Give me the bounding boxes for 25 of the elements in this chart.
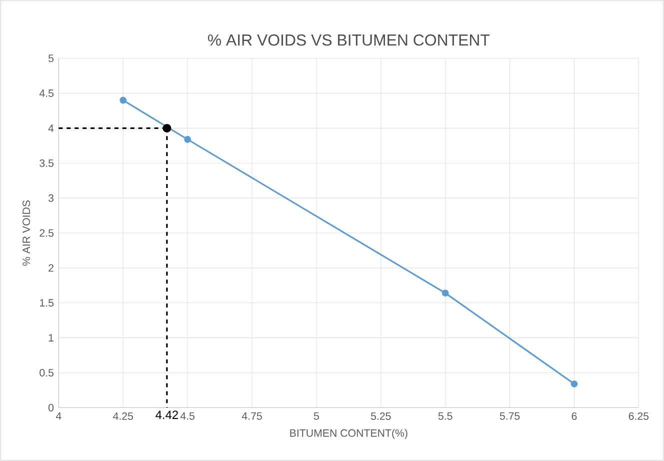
x-tick-label: 5.75: [500, 412, 520, 420]
x-axis-title: BITUMEN CONTENT(%): [290, 428, 408, 439]
y-tick-label: 0.5: [40, 368, 54, 376]
annotation: 4.42: [156, 410, 178, 419]
y-tick-label: 1: [48, 334, 54, 342]
x-tick-label: 5: [314, 412, 319, 420]
x-tick-label: 5.25: [370, 412, 391, 420]
chart-title: % AIR VOIDS VS BITUMEN CONTENT: [208, 34, 490, 46]
y-tick-label: 5: [48, 54, 54, 62]
x-tick-label: 4.25: [113, 412, 133, 420]
y-tick-label: 3: [48, 194, 54, 202]
x-tick-label: 6.25: [628, 412, 649, 420]
y-tick-label: 2.5: [40, 229, 54, 237]
x-tick-label: 4.75: [242, 412, 262, 420]
y-tick-label: 3.5: [40, 159, 54, 167]
y-tick-label: 1.5: [40, 299, 54, 307]
y-tick-label: 4: [48, 124, 54, 132]
x-tick-label: 5.5: [438, 412, 452, 420]
y-tick-label: 0: [48, 404, 54, 412]
y-tick-label: 4.5: [39, 90, 54, 97]
x-tick-label: 4: [56, 412, 62, 420]
y-axis-title: % AIR VOIDS: [22, 200, 30, 266]
y-tick-label: 2: [48, 264, 54, 272]
x-tick-label: 6: [572, 412, 577, 420]
x-tick-label: 4.5: [180, 412, 194, 420]
